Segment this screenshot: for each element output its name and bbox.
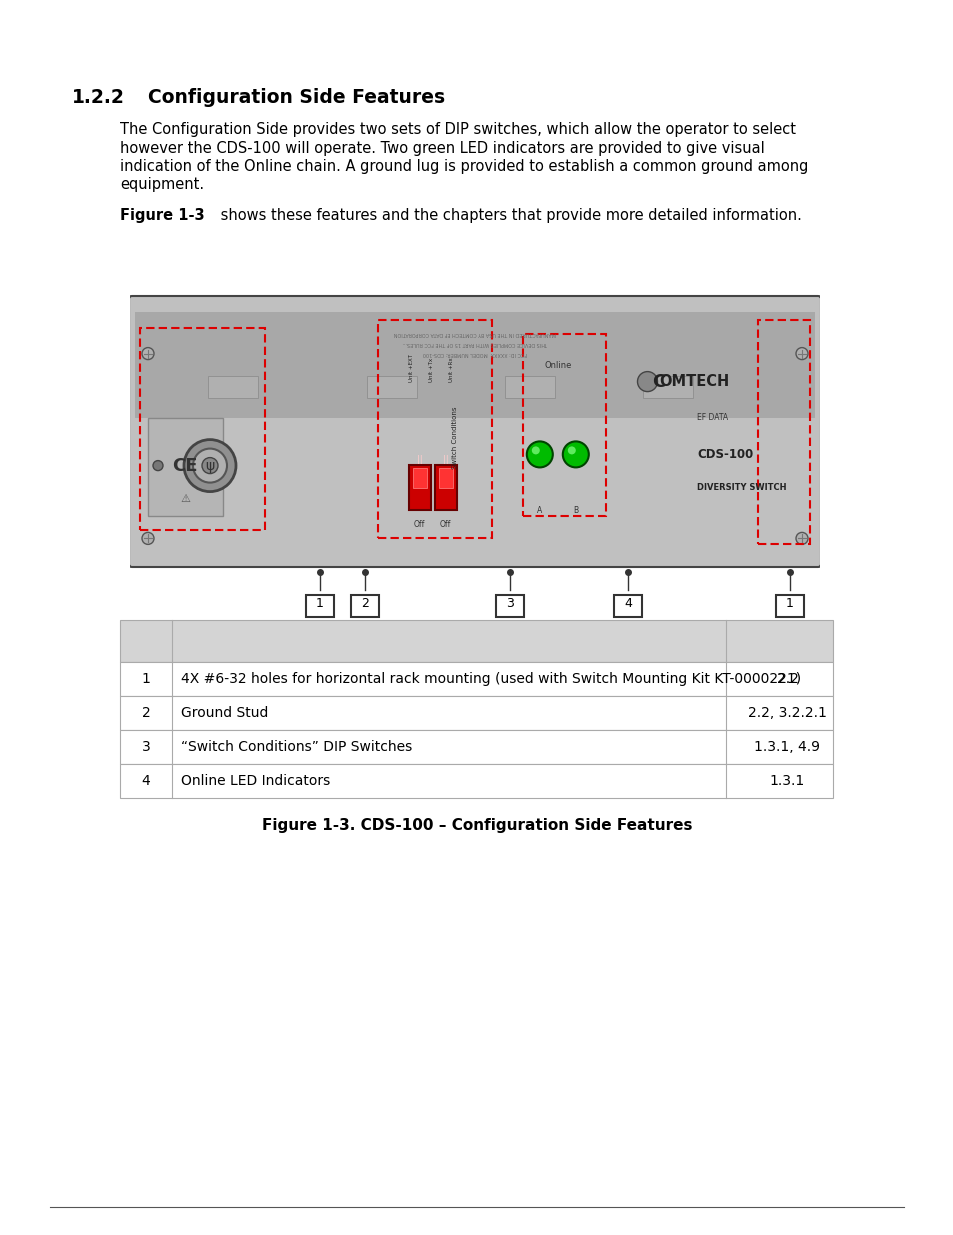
Bar	[140, 329, 265, 530]
Text: Figure 1-3: Figure 1-3	[120, 207, 204, 224]
Text: equipment.: equipment.	[120, 178, 204, 193]
Bar	[120, 662, 832, 697]
Text: Online: Online	[543, 362, 571, 370]
Bar	[209, 377, 258, 399]
Bar	[378, 320, 492, 538]
Bar	[642, 377, 693, 399]
Text: THIS DEVICE COMPLIES WITH PART 15 OF THE FCC RULES...: THIS DEVICE COMPLIES WITH PART 15 OF THE…	[402, 342, 547, 347]
Circle shape	[184, 440, 235, 492]
Text: DIVERSITY SWITCH: DIVERSITY SWITCH	[697, 483, 786, 493]
FancyBboxPatch shape	[129, 296, 821, 567]
Bar	[135, 311, 814, 417]
Circle shape	[142, 347, 153, 359]
Text: Figure 1-3. CDS-100 – Configuration Side Features: Figure 1-3. CDS-100 – Configuration Side…	[261, 818, 692, 832]
Text: ψ: ψ	[205, 458, 214, 473]
Bar	[367, 377, 416, 399]
Text: 1: 1	[315, 597, 324, 610]
Circle shape	[526, 441, 552, 467]
Bar	[413, 468, 426, 488]
Text: Switch Conditions: Switch Conditions	[451, 406, 457, 469]
Text: Off: Off	[414, 520, 425, 529]
Bar	[614, 595, 641, 618]
Circle shape	[142, 532, 153, 545]
Bar	[306, 595, 334, 618]
Circle shape	[567, 446, 576, 454]
Bar	[351, 595, 378, 618]
Bar	[775, 595, 803, 618]
Circle shape	[795, 532, 807, 545]
Text: however the CDS-100 will operate. Two green LED indicators are provided to give : however the CDS-100 will operate. Two gr…	[120, 141, 764, 156]
Circle shape	[531, 446, 539, 454]
Text: 2: 2	[141, 706, 151, 720]
Text: shows these features and the chapters that provide more detailed information.: shows these features and the chapters th…	[215, 207, 801, 224]
Bar	[120, 620, 832, 662]
Text: B: B	[573, 506, 578, 515]
Bar	[120, 764, 832, 798]
Text: ⚠: ⚠	[180, 494, 190, 504]
Bar	[757, 320, 809, 543]
Text: 1.2.2: 1.2.2	[71, 88, 125, 107]
Text: The Configuration Side provides two sets of DIP switches, which allow the operat: The Configuration Side provides two sets…	[120, 122, 795, 137]
Text: 3: 3	[141, 740, 151, 755]
Text: ||: ||	[416, 456, 422, 464]
Text: Unit +Tx: Unit +Tx	[429, 357, 434, 382]
Text: 1.3.1, 4.9: 1.3.1, 4.9	[754, 740, 820, 755]
Circle shape	[637, 372, 657, 391]
Text: indication of the Online chain. A ground lug is provided to establish a common g: indication of the Online chain. A ground…	[120, 159, 807, 174]
Text: CDS-100: CDS-100	[697, 448, 753, 461]
Text: 2: 2	[360, 597, 369, 610]
Text: CE: CE	[172, 457, 197, 474]
Text: 1: 1	[785, 597, 793, 610]
Circle shape	[152, 461, 163, 471]
Text: ||: ||	[442, 456, 448, 464]
Text: MANUFACTURED IN THE USA BY COMTECH EF DATA CORPORATION: MANUFACTURED IN THE USA BY COMTECH EF DA…	[394, 331, 556, 336]
Bar	[120, 730, 832, 764]
Text: Configuration Side Features: Configuration Side Features	[148, 88, 445, 107]
Text: FCC ID: XXXXX  MODEL NUMBER: CDS-100: FCC ID: XXXXX MODEL NUMBER: CDS-100	[422, 352, 526, 357]
Text: 1: 1	[141, 672, 151, 685]
Text: 4: 4	[141, 774, 151, 788]
Text: 4X #6-32 holes for horizontal rack mounting (used with Switch Mounting Kit KT-00: 4X #6-32 holes for horizontal rack mount…	[181, 672, 801, 685]
Circle shape	[202, 458, 218, 473]
Text: 2.2: 2.2	[776, 672, 798, 685]
Text: C: C	[652, 373, 665, 390]
Circle shape	[562, 441, 588, 467]
Circle shape	[193, 448, 227, 483]
Text: Ground Stud: Ground Stud	[181, 706, 268, 720]
Text: OMTECH: OMTECH	[659, 374, 729, 389]
Text: “Switch Conditions” DIP Switches: “Switch Conditions” DIP Switches	[181, 740, 412, 755]
Text: 1.3.1: 1.3.1	[769, 774, 804, 788]
Text: 2.2, 3.2.2.1: 2.2, 3.2.2.1	[747, 706, 826, 720]
Bar	[523, 333, 605, 516]
Circle shape	[795, 347, 807, 359]
Bar	[148, 417, 223, 516]
Text: 4: 4	[623, 597, 631, 610]
Text: 3: 3	[505, 597, 514, 610]
Text: EF DATA: EF DATA	[697, 414, 727, 422]
Bar	[408, 466, 430, 510]
Text: Online LED Indicators: Online LED Indicators	[181, 774, 330, 788]
Text: Unit +EXT: Unit +EXT	[409, 353, 414, 382]
Bar	[505, 377, 555, 399]
Bar	[496, 595, 523, 618]
Text: Off: Off	[439, 520, 451, 529]
Text: A: A	[537, 506, 542, 515]
Bar	[435, 466, 456, 510]
Bar	[120, 697, 832, 730]
Bar	[438, 468, 453, 488]
Text: Unit +Rx: Unit +Rx	[449, 357, 454, 382]
